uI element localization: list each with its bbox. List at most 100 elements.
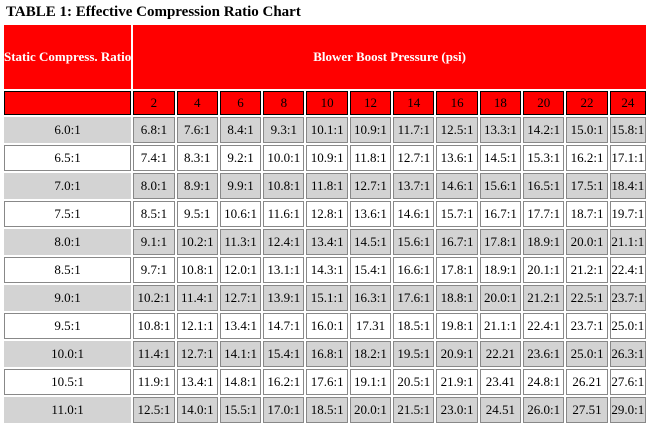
effective-ratio-cell: 16.0:1 (306, 313, 348, 339)
effective-ratio-cell: 8.0:1 (133, 173, 175, 199)
effective-ratio-cell: 17.0:1 (263, 397, 305, 423)
effective-ratio-cell: 10.6:1 (219, 201, 262, 227)
table-row: 10.0:1 11.4:1 12.7:1 14.1:1 15.4:1 16.8:1 18.2… (4, 341, 646, 367)
static-ratio-cell: 8.5:1 (4, 257, 132, 283)
effective-ratio-cell: 14.7:1 (263, 313, 305, 339)
effective-ratio-cell: 18.5:1 (393, 313, 435, 339)
table-row: 8.5:1 9.7:1 10.8:1 12.0:1 13.1:1 14.3:1 15.4:1… (4, 257, 646, 283)
boost-column-header: 4 (176, 91, 218, 115)
effective-ratio-cell: 14.8:1 (219, 369, 262, 395)
effective-ratio-cell: 18.9:1 (523, 229, 565, 255)
effective-ratio-cell: 17.5:1 (566, 173, 608, 199)
effective-ratio-cell: 15.6:1 (393, 229, 435, 255)
effective-ratio-cell: 21.5:1 (393, 397, 435, 423)
static-ratio-cell: 10.0:1 (4, 341, 132, 367)
effective-ratio-cell: 15.4:1 (349, 257, 392, 283)
effective-ratio-cell: 21.1:1 (609, 229, 646, 255)
boost-column-header: 20 (523, 91, 565, 115)
effective-ratio-cell: 15.5:1 (219, 397, 262, 423)
effective-ratio-cell: 17.8:1 (479, 229, 522, 255)
effective-ratio-cell: 19.5:1 (393, 341, 435, 367)
effective-ratio-cell: 19.7:1 (609, 201, 646, 227)
effective-ratio-cell: 25.0:1 (566, 341, 608, 367)
effective-ratio-cell: 12.5:1 (133, 397, 175, 423)
static-ratio-cell: 9.0:1 (4, 285, 132, 311)
table-row: 6.0:1 6.8:1 7.6:1 8.4:1 9.3:1 10.1:1 10.9:1 11.… (4, 117, 646, 143)
effective-ratio-cell: 12.7:1 (393, 145, 435, 171)
effective-ratio-cell: 13.3:1 (479, 117, 522, 143)
static-compression-header: Static Compress. Ratio (4, 25, 132, 89)
effective-ratio-cell: 22.4:1 (609, 257, 646, 283)
effective-ratio-cell: 16.2:1 (566, 145, 608, 171)
effective-ratio-cell: 25.0:1 (609, 313, 646, 339)
table-row: 9.5:1 10.8:1 12.1:1 13.4:1 14.7:1 16.0:1 17.31… (4, 313, 646, 339)
effective-ratio-cell: 15.4:1 (263, 341, 305, 367)
effective-ratio-cell: 16.6:1 (393, 257, 435, 283)
table-row: 9.0:1 10.2:1 11.4:1 12.7:1 13.9:1 15.1:1 16.3:… (4, 285, 646, 311)
effective-ratio-cell: 26.3:1 (609, 341, 646, 367)
effective-ratio-cell: 24.51 (479, 397, 522, 423)
effective-ratio-cell: 21.2:1 (566, 257, 608, 283)
effective-ratio-cell: 12.7:1 (176, 341, 218, 367)
effective-ratio-cell: 13.4:1 (219, 313, 262, 339)
effective-ratio-cell: 11.6:1 (263, 201, 305, 227)
effective-ratio-cell: 15.8:1 (609, 117, 646, 143)
effective-ratio-cell: 18.5:1 (306, 397, 348, 423)
effective-ratio-cell: 10.1:1 (306, 117, 348, 143)
effective-ratio-cell: 9.9:1 (219, 173, 262, 199)
effective-ratio-cell: 9.1:1 (133, 229, 175, 255)
effective-ratio-cell: 14.5:1 (349, 229, 392, 255)
effective-ratio-cell: 9.5:1 (176, 201, 218, 227)
effective-ratio-cell: 11.8:1 (349, 145, 392, 171)
boost-column-header: 24 (609, 91, 646, 115)
effective-ratio-cell: 7.4:1 (133, 145, 175, 171)
boost-column-header: 18 (479, 91, 522, 115)
effective-ratio-cell: 10.2:1 (133, 285, 175, 311)
effective-ratio-cell: 12.0:1 (219, 257, 262, 283)
effective-ratio-cell: 13.1:1 (263, 257, 305, 283)
effective-ratio-cell: 10.0:1 (263, 145, 305, 171)
effective-ratio-cell: 23.7:1 (609, 285, 646, 311)
table-title: TABLE 1: Effective Compression Ratio Cha… (6, 4, 301, 20)
effective-ratio-cell: 17.31 (349, 313, 392, 339)
table-row: 7.0:1 8.0:1 8.9:1 9.9:1 10.8:1 11.8:1 12.7:1 13… (4, 173, 646, 199)
effective-ratio-cell: 13.9:1 (263, 285, 305, 311)
effective-ratio-cell: 15.1:1 (306, 285, 348, 311)
effective-ratio-cell: 26.21 (566, 369, 608, 395)
effective-ratio-cell: 17.6:1 (306, 369, 348, 395)
compression-ratio-table: Static Compress. Ratio Blower Boost Pres… (2, 23, 648, 425)
effective-ratio-cell: 14.3:1 (306, 257, 348, 283)
table-row: 10.5:1 11.9:1 13.4:1 14.8:1 16.2:1 17.6:1 19.1… (4, 369, 646, 395)
effective-ratio-cell: 22.4:1 (523, 313, 565, 339)
effective-ratio-cell: 10.8:1 (133, 313, 175, 339)
effective-ratio-cell: 18.9:1 (479, 257, 522, 283)
effective-ratio-cell: 18.4:1 (609, 173, 646, 199)
effective-ratio-cell: 8.9:1 (176, 173, 218, 199)
effective-ratio-cell: 8.3:1 (176, 145, 218, 171)
boost-column-header: 10 (306, 91, 348, 115)
effective-ratio-cell: 14.6:1 (393, 201, 435, 227)
static-ratio-cell: 6.5:1 (4, 145, 132, 171)
effective-ratio-cell: 12.7:1 (219, 285, 262, 311)
effective-ratio-cell: 16.2:1 (263, 369, 305, 395)
effective-ratio-cell: 20.0:1 (566, 229, 608, 255)
effective-ratio-cell: 27.51 (566, 397, 608, 423)
effective-ratio-cell: 13.4:1 (176, 369, 218, 395)
effective-ratio-cell: 16.7:1 (479, 201, 522, 227)
table-row: 7.5:1 8.5:1 9.5:1 10.6:1 11.6:1 12.8:1 13.6:1 1… (4, 201, 646, 227)
static-ratio-cell: 11.0:1 (4, 397, 132, 423)
boost-column-header: 6 (219, 91, 262, 115)
effective-ratio-cell: 16.3:1 (349, 285, 392, 311)
effective-ratio-cell: 13.6:1 (436, 145, 478, 171)
effective-ratio-cell: 14.0:1 (176, 397, 218, 423)
effective-ratio-cell: 15.0:1 (566, 117, 608, 143)
effective-ratio-cell: 11.4:1 (176, 285, 218, 311)
effective-ratio-cell: 7.6:1 (176, 117, 218, 143)
effective-ratio-cell: 26.0:1 (523, 397, 565, 423)
effective-ratio-cell: 14.6:1 (436, 173, 478, 199)
effective-ratio-cell: 15.6:1 (479, 173, 522, 199)
boost-column-header: 22 (566, 91, 608, 115)
effective-ratio-cell: 18.8:1 (436, 285, 478, 311)
static-ratio-cell: 6.0:1 (4, 117, 132, 143)
effective-ratio-cell: 23.6:1 (523, 341, 565, 367)
